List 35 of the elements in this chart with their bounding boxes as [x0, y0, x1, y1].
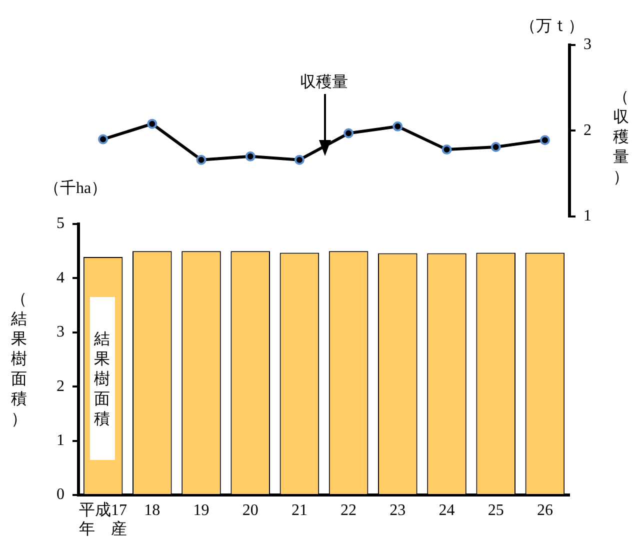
annotation: （千ha） [44, 178, 108, 199]
y-tick-label: 5 [56, 215, 64, 232]
y-tick-label: 1 [56, 432, 64, 450]
y-tick-label: 2 [56, 378, 64, 395]
x-tick-label: 18 [144, 502, 160, 519]
x-tick-label: 22 [340, 502, 357, 519]
point [540, 135, 550, 146]
x-tick-label: 23 [390, 502, 406, 519]
annotation: 結果樹面積 [93, 330, 111, 430]
x-tick-label: 平成17 年 産 [79, 500, 128, 538]
text: （万ｔ） [520, 17, 584, 37]
point [196, 154, 206, 165]
x-tick-label: 20 [242, 502, 258, 519]
y-axis-title: （結果樹面積） [10, 290, 28, 430]
point [98, 134, 108, 144]
y-tick-label: 3 [584, 36, 592, 54]
point [344, 128, 354, 138]
point [147, 118, 158, 129]
y-tick-label: 1 [584, 208, 592, 225]
x-tick-label: 26 [536, 502, 553, 519]
y-axis-title: （収穫量） [612, 88, 630, 188]
point [294, 154, 304, 165]
y-tick-label: 4 [56, 269, 64, 286]
point [245, 151, 256, 162]
point [392, 121, 403, 132]
y-tick-label: 0 [56, 486, 64, 504]
point [490, 142, 501, 152]
x-tick-label: 25 [488, 502, 504, 519]
y-tick-label: 3 [56, 324, 64, 341]
x-tick-label: 24 [438, 502, 455, 519]
x-tick-label: 19 [193, 502, 210, 519]
x-tick-label: 21 [291, 502, 308, 519]
annotation: 収穫量 [300, 72, 348, 93]
y-tick-label: 2 [584, 122, 592, 139]
point [442, 144, 452, 155]
